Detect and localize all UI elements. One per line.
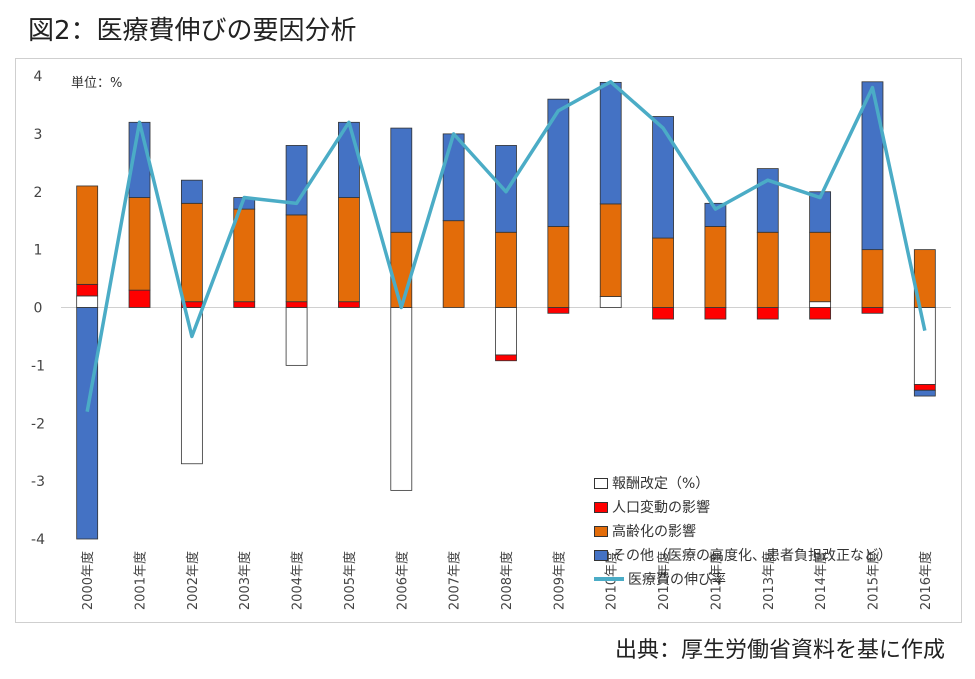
x-tick-label: 2008年度 — [499, 551, 515, 610]
bar-population — [861, 307, 884, 314]
bar-aging — [442, 220, 465, 308]
x-tick-label: 2012年度 — [708, 551, 724, 610]
bar-population — [233, 301, 256, 308]
legend-aging: 高齢化の影響 — [594, 519, 892, 543]
legend-label: その他（医療の高度化、患者負担改正など） — [612, 548, 892, 564]
y-tick-label: 0 — [34, 301, 43, 317]
bar-population — [913, 384, 936, 391]
bar-aging — [180, 202, 203, 303]
y-tick-label: -1 — [31, 358, 45, 374]
legend-label: 高齢化の影響 — [612, 524, 696, 540]
bar-other — [913, 389, 936, 397]
bar-aging — [390, 231, 413, 308]
bar-aging — [285, 214, 308, 303]
y-tick-label: -3 — [31, 474, 45, 490]
x-tick-label: 2003年度 — [237, 551, 253, 610]
bar-population — [128, 289, 151, 308]
x-tick-label: 2007年度 — [447, 551, 463, 610]
bar-other — [861, 81, 884, 251]
x-tick-label: 2002年度 — [185, 551, 201, 610]
bar-aging — [338, 197, 360, 303]
bar-population — [809, 307, 832, 320]
chart: -4 -3 -2 -1 0 1 2 3 4 単位：% 2000年度 2001年度 2002年度 2003年… — [31, 69, 951, 610]
bar-other — [652, 116, 674, 239]
x-tick-label: 2009年度 — [551, 551, 567, 610]
bar-aging — [76, 185, 99, 285]
bar-aging — [756, 231, 779, 308]
bar-other — [442, 133, 465, 222]
bar-population — [495, 354, 517, 362]
x-tick-label: 2015年度 — [865, 551, 881, 610]
bar-other — [756, 168, 779, 233]
bar-revision — [76, 295, 99, 308]
x-tick-label: 2001年度 — [133, 551, 149, 610]
bar-other — [180, 179, 203, 204]
bar-aging — [652, 237, 674, 308]
legend-label: 報酬改定（%） — [612, 476, 710, 492]
bar-population — [285, 301, 308, 308]
bar-aging — [809, 231, 832, 303]
bar-other — [704, 202, 727, 227]
x-tick-label: 2011年度 — [656, 551, 672, 610]
bar-other — [547, 98, 570, 227]
x-tick-label: 2014年度 — [813, 551, 829, 610]
bar-population — [76, 283, 99, 297]
x-tick-label: 2006年度 — [394, 551, 410, 610]
bar-other — [390, 127, 413, 233]
bar-aging — [128, 197, 151, 291]
y-tick-label: -4 — [31, 532, 45, 548]
unit-label: 単位：% — [71, 75, 122, 91]
chart-frame: -4 -3 -2 -1 0 1 2 3 4 単位：% 2000年度 2001年度 2002年度 2003年… — [15, 58, 962, 623]
y-tick-label: 3 — [34, 127, 43, 143]
bar-aging — [599, 203, 622, 297]
legend-label: 人口変動の影響 — [612, 500, 710, 516]
bar-revision — [809, 301, 832, 308]
legend-revision: 報酬改定（%） — [594, 471, 892, 495]
bar-other — [76, 307, 99, 540]
bar-population — [652, 307, 674, 320]
bar-population — [704, 307, 727, 320]
bar-population — [547, 307, 570, 314]
x-tick-label: 2005年度 — [342, 551, 358, 610]
legend-swatch — [594, 525, 608, 537]
legend-other: その他（医療の高度化、患者負担改正など） — [594, 543, 892, 567]
bar-aging — [233, 208, 256, 303]
legend-swatch — [594, 549, 608, 561]
x-tick-label: 2000年度 — [80, 551, 96, 610]
bar-revision — [599, 296, 622, 308]
legend-swatch — [594, 477, 608, 489]
x-tick-label: 2016年度 — [918, 551, 934, 610]
x-tick-label: 2004年度 — [290, 551, 306, 610]
bar-other — [599, 81, 622, 205]
bar-aging — [547, 226, 570, 308]
page-title: 図2：医療費伸びの要因分析 — [28, 16, 357, 46]
y-tick-label: -2 — [31, 416, 45, 432]
bar-revision — [495, 307, 517, 356]
bar-aging — [704, 226, 727, 308]
bar-revision — [285, 307, 308, 366]
bar-population — [338, 301, 360, 308]
x-tick-label: 2013年度 — [761, 551, 777, 610]
legend-label: 医療費の伸び率 — [628, 572, 726, 588]
legend-swatch — [594, 501, 608, 513]
bar-aging — [495, 231, 517, 308]
bar-revision — [390, 307, 413, 491]
bar-aging — [861, 249, 884, 308]
y-tick-label: 2 — [34, 185, 43, 201]
bar-population — [756, 307, 779, 320]
y-tick-label: 1 — [34, 243, 43, 259]
legend-population: 人口変動の影響 — [594, 495, 892, 519]
chart-legend: 報酬改定（%） 人口変動の影響 高齢化の影響その他（医療の高度化、患者負担改正など）… — [594, 471, 892, 591]
legend-swatch — [594, 577, 624, 581]
y-tick-label: 4 — [34, 69, 43, 85]
source-note: 出典：厚生労働省資料を基に作成 — [614, 638, 945, 663]
legend-growth: 医療費の伸び率 — [594, 567, 892, 591]
bar-other — [809, 191, 832, 233]
bar-revision — [913, 307, 936, 385]
